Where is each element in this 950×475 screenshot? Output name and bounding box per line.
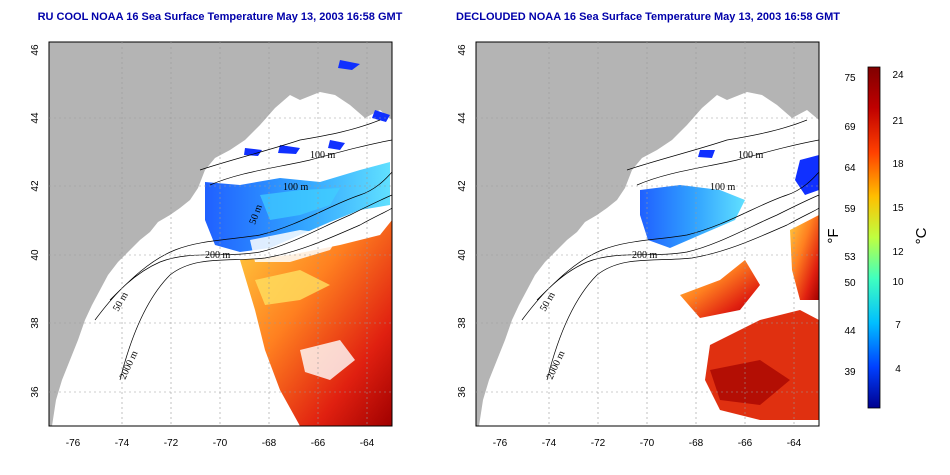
contour-label: 200 m [632,250,658,261]
lon-tick: -72 [591,438,606,449]
sst-cool-region [640,185,745,248]
lon-tick: -64 [360,438,375,449]
contour-label: 100 m [283,182,309,193]
panel-1-lat-ticks: 46 44 42 40 38 36 [30,44,41,398]
lon-tick: -74 [542,438,557,449]
panel-1: RU COOL NOAA 16 Sea Surface Temperature … [30,11,403,449]
panel-2-lon-ticks: -76 -74 -72 -70 -68 -66 -64 [493,438,802,449]
f-tick: 75 [844,73,856,84]
c-tick: 4 [895,364,901,375]
panel-2: DECLOUDED NOAA 16 Sea Surface Temperatur… [456,11,840,449]
colorbar: 75 69 64 59 53 50 44 39 24 21 18 15 12 1… [825,66,930,409]
lat-tick: 46 [457,44,468,56]
f-tick: 39 [844,367,856,378]
lat-tick: 44 [457,112,468,124]
lon-tick: -66 [738,438,753,449]
contour-label: 100 m [710,182,736,193]
f-tick: 44 [844,326,856,337]
c-tick: 12 [892,247,904,258]
c-tick: 15 [892,203,904,214]
bathymetry-contours [521,119,820,381]
lat-tick: 42 [30,180,41,192]
celsius-ticks: 24 21 18 15 12 10 7 4 [892,70,904,375]
lat-tick: 40 [30,249,41,261]
lon-tick: -74 [115,438,130,449]
f-tick: 64 [844,163,856,174]
f-tick: 50 [844,278,856,289]
sst-warm-region [680,260,760,318]
lon-tick: -70 [213,438,228,449]
lon-tick: -70 [640,438,655,449]
f-tick: 53 [844,252,856,263]
panel-2-lat-ticks: 46 44 42 40 38 36 [457,44,468,398]
lat-tick: 36 [30,386,41,398]
lat-tick: 44 [30,112,41,124]
celsius-label: °C [913,227,930,244]
lat-tick: 40 [457,249,468,261]
c-tick: 10 [892,277,904,288]
contour-label: 200 m [205,250,231,261]
lat-tick: 42 [457,180,468,192]
lon-tick: -72 [164,438,179,449]
lat-tick: 36 [457,386,468,398]
f-tick: 69 [844,122,856,133]
fahrenheit-ticks: 75 69 64 59 53 50 44 39 [844,73,856,378]
lon-tick: -66 [311,438,326,449]
lon-tick: -68 [689,438,704,449]
c-tick: 7 [895,320,901,331]
land-mass [476,42,819,426]
c-tick: 21 [892,116,904,127]
lon-tick: -68 [262,438,277,449]
bathymetry-contours [94,119,393,381]
lon-tick: -76 [66,438,81,449]
panel-1-map: 100 m 100 m 50 m 200 m 50 m 2000 m [48,41,393,427]
lon-tick: -76 [493,438,508,449]
f-tick: 59 [844,204,856,215]
lat-tick: 38 [457,317,468,329]
colorbar-gradient [867,66,881,409]
contour-label: 100 m [738,150,764,161]
panel-2-title: DECLOUDED NOAA 16 Sea Surface Temperatur… [456,11,840,23]
lat-tick: 38 [30,317,41,329]
panel-1-title: RU COOL NOAA 16 Sea Surface Temperature … [38,11,403,23]
panel-2-map: 100 m 100 m 200 m 50 m 2000 m [475,41,820,427]
land-mass [49,42,392,426]
contour-label: 100 m [310,150,336,161]
c-tick: 24 [892,70,904,81]
fahrenheit-label: °F [825,228,842,243]
c-tick: 18 [892,159,904,170]
lon-tick: -64 [787,438,802,449]
lat-tick: 46 [30,44,41,56]
panel-1-lon-ticks: -76 -74 -72 -70 -68 -66 -64 [66,438,375,449]
